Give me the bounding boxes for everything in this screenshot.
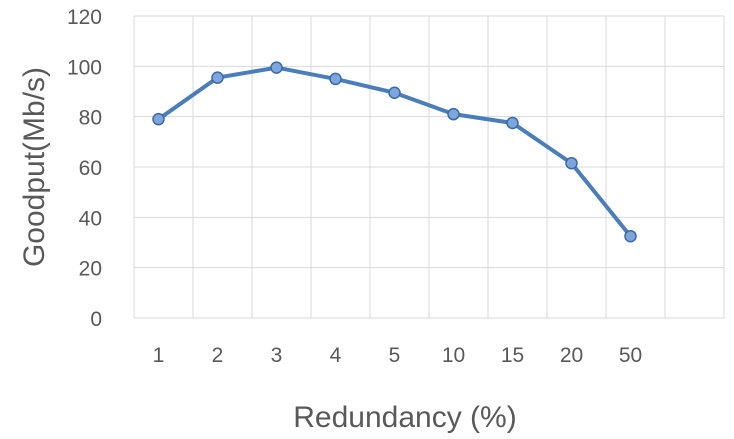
data-point: [329, 72, 342, 86]
y-tick-label: 80: [79, 107, 102, 130]
x-tick-label: 50: [619, 344, 642, 367]
data-point: [152, 112, 165, 126]
data-point: [447, 107, 460, 121]
data-point: [211, 71, 224, 84]
y-tick-labels: 0 20 40 60 80 100 120: [67, 6, 102, 331]
x-tick-label: 10: [442, 344, 465, 367]
y-axis-title: Goodput(Mb/s): [18, 67, 51, 267]
data-point: [624, 229, 637, 243]
x-tick-label: 5: [389, 344, 401, 367]
grid-layer: [133, 15, 725, 319]
data-point: [388, 86, 401, 100]
y-tick-label: 100: [67, 56, 102, 79]
data-point: [506, 116, 519, 130]
data-point: [565, 156, 578, 170]
x-axis-title: Redundancy (%): [293, 401, 516, 434]
x-tick-label: 20: [560, 344, 583, 367]
y-tick-label: 20: [79, 258, 102, 281]
x-tick-label: 15: [501, 344, 524, 367]
x-tick-label: 1: [153, 344, 165, 367]
series-layer: [152, 61, 637, 243]
x-tick-label: 2: [212, 344, 224, 367]
x-tick-labels: 1 2 3 4 5 10 15 20 50: [153, 344, 643, 367]
y-tick-label: 60: [79, 157, 102, 180]
x-tick-label: 3: [271, 344, 283, 367]
data-point: [270, 61, 283, 74]
y-tick-label: 120: [67, 6, 102, 29]
x-tick-label: 4: [330, 344, 342, 367]
y-tick-label: 0: [90, 308, 102, 331]
y-tick-label: 40: [79, 207, 102, 230]
